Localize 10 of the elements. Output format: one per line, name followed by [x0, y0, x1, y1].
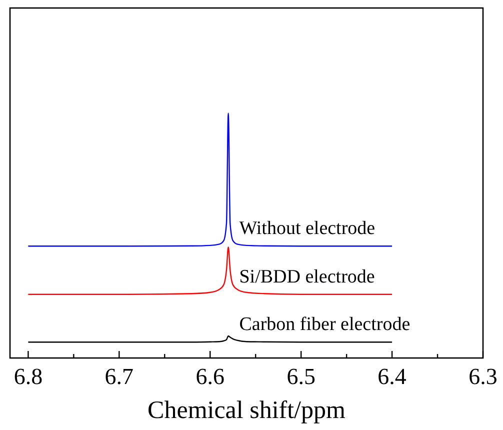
x-axis-title: Chemical shift/ppm — [148, 397, 346, 424]
series-label: Si/BDD electrode — [239, 266, 375, 288]
x-tick-label: 6.8 — [14, 364, 43, 389]
x-tick-label: 6.3 — [468, 364, 498, 389]
series-label: Without electrode — [239, 218, 376, 240]
x-tick-label: 6.6 — [196, 364, 224, 389]
series-label: Carbon fiber electrode — [239, 314, 410, 336]
x-tick-label: 6.7 — [104, 364, 134, 389]
x-tick-label: 6.5 — [286, 364, 316, 389]
x-tick-label: 6.4 — [378, 364, 407, 389]
